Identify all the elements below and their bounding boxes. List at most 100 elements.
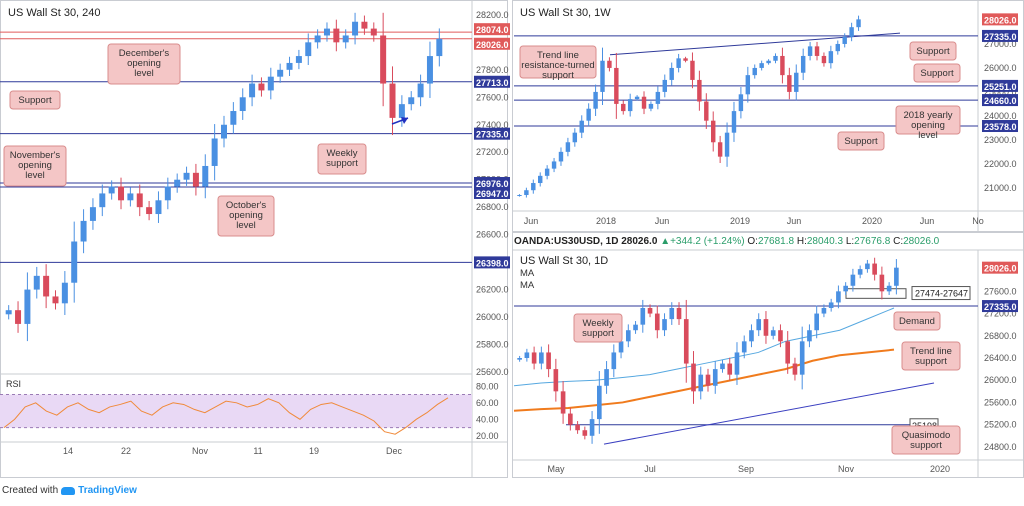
h4-candle: [287, 63, 293, 70]
daily-candle: [532, 352, 537, 363]
h4-price-tick: 27600.0: [476, 92, 509, 102]
daily-candle: [742, 341, 747, 352]
h4-price-tick: 26000.0: [476, 312, 509, 322]
daily-price-tick: 25600.0: [984, 397, 1017, 407]
weekly-candle: [593, 92, 597, 109]
weekly-level-tag: 23578.0: [984, 122, 1017, 132]
weekly-candle: [552, 161, 556, 168]
daily-candle: [698, 375, 703, 392]
tradingview-logo-icon[interactable]: [61, 487, 75, 495]
weekly-candle: [642, 97, 646, 109]
daily-candle: [836, 291, 841, 302]
weekly-candle: [711, 121, 715, 143]
h4-level-tag: 27335.0: [476, 130, 509, 140]
h4-oct-open-text: level: [236, 220, 256, 231]
h4-candle: [352, 22, 358, 36]
weekly-time-tick: Jun: [920, 216, 935, 226]
h4-level-tag: 26398.0: [476, 258, 509, 268]
h4-time-tick: Nov: [192, 446, 209, 456]
h4-candle: [15, 310, 21, 324]
h4-rsi-label: RSI: [6, 379, 21, 389]
weekly-candle: [690, 61, 694, 80]
daily-candle: [568, 414, 573, 425]
weekly-candle: [766, 61, 770, 63]
weekly-level-tag: 25251.0: [984, 82, 1017, 92]
weekly-candle: [725, 133, 729, 157]
h4-support-text: Support: [18, 95, 52, 106]
daily-candle: [727, 364, 732, 375]
weekly-candle: [683, 58, 687, 60]
daily-header-part: 27676.8: [854, 236, 893, 247]
h4-candle: [174, 180, 180, 187]
daily-demand-text: Demand: [899, 316, 935, 327]
weekly-candle: [773, 56, 777, 61]
daily-candle: [865, 264, 870, 270]
daily-time-tick: Nov: [838, 464, 855, 474]
h4-candle: [127, 193, 133, 200]
weekly-candle: [586, 109, 590, 121]
weekly-candle: [545, 169, 549, 176]
h4-candle: [109, 187, 115, 194]
h4-price-tick: 26800.0: [476, 202, 509, 212]
daily-candle: [785, 341, 790, 363]
weekly-candle: [635, 97, 639, 99]
h4-candle: [71, 242, 77, 283]
daily-header-part: H:: [797, 236, 807, 247]
weekly-candle: [628, 99, 632, 111]
weekly-candle: [538, 176, 542, 183]
h4-level-tag: 28074.0: [476, 25, 509, 35]
daily-price-tick: 25200.0: [984, 420, 1017, 430]
weekly-candle: [718, 142, 722, 156]
h4-time-tick: 14: [63, 446, 73, 456]
weekly-time-tick: Jun: [524, 216, 539, 226]
weekly-support-2-text: Support: [920, 68, 954, 79]
h4-rsi-tick: 40.00: [476, 414, 499, 424]
daily-candle: [887, 286, 892, 292]
daily-candle: [597, 386, 602, 419]
daily-candle: [706, 375, 711, 386]
daily-price-tick: 26800.0: [984, 331, 1017, 341]
weekly-candle: [704, 102, 708, 121]
daily-candle: [735, 352, 740, 374]
footer-brand[interactable]: TradingView: [78, 485, 137, 496]
daily-header-part: 28026.0: [621, 236, 660, 247]
daily-candle: [829, 302, 834, 308]
weekly-candle: [856, 19, 860, 27]
weekly-time-tick: 2020: [862, 216, 882, 226]
h4-candle: [277, 70, 283, 77]
weekly-candle: [746, 75, 750, 94]
daily-candle: [843, 286, 848, 292]
weekly-price-tick: 22000.0: [984, 159, 1017, 169]
weekly-candle: [739, 94, 743, 111]
daily-candle: [662, 319, 667, 330]
daily-candle: [880, 275, 885, 292]
h4-candle: [62, 283, 68, 304]
h4-candle: [193, 173, 199, 187]
weekly-candle: [573, 133, 577, 143]
daily-trendline-note-text: support: [915, 356, 947, 367]
weekly-candle: [849, 27, 853, 37]
weekly-time-tick: Jun: [787, 216, 802, 226]
weekly-candle: [808, 46, 812, 56]
h4-level-tag: 27713.0: [476, 78, 509, 88]
weekly-candle: [780, 56, 784, 75]
daily-candle: [590, 419, 595, 436]
weekly-candle: [531, 183, 535, 190]
h4-candle: [165, 187, 171, 201]
footer: Created with TradingView: [2, 485, 137, 496]
weekly-candle: [669, 68, 673, 80]
daily-header-part: OANDA:US30USD, 1D: [514, 236, 621, 247]
daily-price-tick: 26400.0: [984, 353, 1017, 363]
daily-header: OANDA:US30USD, 1D 28026.0 ▲+344.2 (+1.24…: [514, 236, 940, 247]
daily-candle: [619, 341, 624, 352]
daily-candle: [807, 330, 812, 341]
weekly-candle: [676, 58, 680, 68]
daily-candle: [648, 308, 653, 314]
h4-price-tick: 26200.0: [476, 285, 509, 295]
daily-price-tick: 24800.0: [984, 442, 1017, 452]
weekly-level-tag: 24660.0: [984, 96, 1017, 106]
daily-header-part: L:: [846, 236, 854, 247]
h4-rsi-tick: 80.00: [476, 381, 499, 391]
daily-header-part: 27681.8: [758, 236, 797, 247]
